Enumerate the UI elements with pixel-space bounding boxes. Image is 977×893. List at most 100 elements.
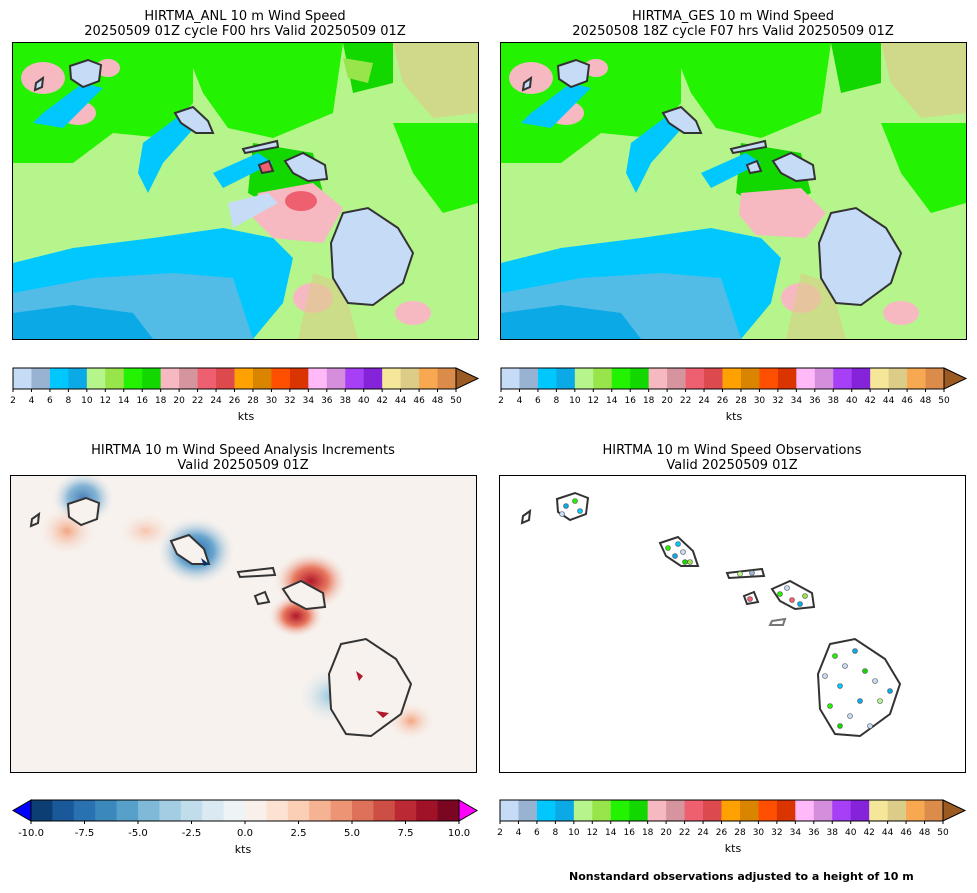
colorbar-swatch (592, 800, 612, 821)
colorbar-tick-label: 0.0 (237, 828, 253, 839)
speed-colorbar-3-svg: 2 4 6 8 10 12 14 16 18 20 22 24 26 28 30 32 34 36 38 40 42 44… (497, 799, 967, 838)
colorbar-swatch (416, 800, 439, 821)
colorbar-swatch (888, 368, 908, 389)
colorbar-swatch (869, 800, 889, 821)
panel-1-title-line1: HIRTMA_ANL 10 m Wind Speed (144, 9, 346, 24)
colorbar-swatch (363, 368, 383, 389)
colorbar-swatch (373, 800, 396, 821)
colorbar-swatch (536, 800, 556, 821)
colorbar-swatch (648, 368, 668, 389)
colorbar-swatch (684, 800, 704, 821)
colorbar-tick-label: 40 (846, 396, 858, 406)
colorbar-tick-label: 38 (828, 396, 840, 406)
speed-colorbar-2-label: kts (725, 410, 743, 423)
colorbar-tick-label: 24 (698, 396, 710, 406)
colorbar-swatch (179, 368, 199, 389)
colorbar-tick-label: 14 (118, 396, 130, 406)
panel-4-title: HIRTMA 10 m Wind Speed Observations Vali… (498, 443, 966, 473)
colorbar-tick-label: -7.5 (75, 828, 95, 839)
colorbar-tick-label: 22 (192, 396, 203, 406)
colorbar-swatch (95, 800, 118, 821)
colorbar-swatch (739, 800, 759, 821)
colorbar-swatch (833, 368, 853, 389)
panel-2-title-line1: HIRTMA_GES 10 m Wind Speed (632, 9, 834, 24)
speed-colorbar-2-svg: 2 4 6 8 10 12 14 16 18 20 22 24 26 28 30 32 34 36 38 40 42 44… (498, 367, 968, 406)
colorbar-swatch (437, 800, 460, 821)
colorbar-swatch (666, 800, 686, 821)
colorbar-swatch (795, 800, 815, 821)
colorbar-tick-label: 26 (717, 396, 729, 406)
increment-map (10, 475, 477, 773)
colorbar-swatch (704, 368, 723, 389)
colorbar-tick-label: 48 (919, 828, 931, 838)
colorbar-swatch (501, 368, 520, 389)
colorbar-swatch (721, 800, 741, 821)
colorbar-tick-label: 4 (29, 396, 35, 406)
speed-colorbar-1-svg: 2 4 6 8 10 12 14 16 18 20 22 24 26 28 30 32 34 36 38 40 42 44… (10, 367, 480, 406)
colorbar-tick-label: 20 (661, 396, 673, 406)
colorbar-swatch (832, 800, 852, 821)
colorbar-swatch (556, 368, 576, 389)
colorbar-tick-label: 8 (553, 828, 559, 838)
colorbar-swatch (500, 800, 519, 821)
colorbar-swatch (287, 800, 310, 821)
colorbar-tick-label: 40 (845, 828, 857, 838)
colorbar-tick-label: 20 (660, 828, 672, 838)
colorbar-tick-label: 44 (395, 396, 407, 406)
colorbar-swatch (629, 800, 649, 821)
colorbar-swatch (906, 800, 926, 821)
colorbar-swatch (49, 368, 69, 389)
colorbar-tick-label: 32 (284, 396, 295, 406)
colorbar-tick-label: 28 (735, 396, 747, 406)
colorbar-swatch (234, 368, 254, 389)
colorbar-swatch (887, 800, 907, 821)
colorbar-swatch (667, 368, 687, 389)
colorbar-tick-label: 10 (81, 396, 93, 406)
colorbar-swatch (180, 800, 203, 821)
colorbar-swatch (850, 800, 870, 821)
colorbar-tick-label: 8 (66, 396, 72, 406)
colorbar-swatch (593, 368, 613, 389)
colorbar-swatch (202, 800, 225, 821)
colorbar-over-arrow (458, 799, 478, 822)
colorbar-swatch (924, 800, 944, 821)
colorbar-tick-label: 16 (136, 396, 148, 406)
colorbar-swatch (52, 800, 75, 821)
colorbar-swatch (223, 800, 246, 821)
colorbar-swatch (870, 368, 890, 389)
colorbar-tick-label: 12 (100, 396, 111, 406)
colorbar-tick-label: 44 (882, 828, 894, 838)
colorbar-swatch (352, 800, 374, 821)
panel-1-title: HIRTMA_ANL 10 m Wind Speed 20250509 01Z … (12, 9, 478, 39)
colorbar-swatch (437, 368, 457, 389)
colorbar-tick-label: 46 (900, 828, 912, 838)
colorbar-tick-label: 18 (642, 828, 654, 838)
colorbar-swatch (419, 368, 439, 389)
increment-colorbar-svg: -10.0 -7.5 -5.0 -2.5 0.0 2.5 5.0 7.5 10.0 (12, 799, 478, 839)
colorbar-tick-label: 18 (643, 396, 655, 406)
colorbar-tick-label: 34 (791, 396, 803, 406)
colorbar-tick-label: 30 (754, 396, 766, 406)
panel-3-title: HIRTMA 10 m Wind Speed Analysis Incremen… (10, 443, 476, 473)
colorbar-tick-label: 12 (588, 396, 599, 406)
colorbar-tick-label: 22 (679, 828, 690, 838)
colorbar-tick-label: 38 (340, 396, 352, 406)
colorbar-swatch (796, 368, 816, 389)
speed-colorbar-3-label: kts (724, 842, 742, 855)
colorbar-tick-label: 46 (901, 396, 913, 406)
colorbar-swatch (160, 368, 180, 389)
panel-2-title: HIRTMA_GES 10 m Wind Speed 20250508 18Z … (500, 9, 966, 39)
colorbar-tick-label: 30 (266, 396, 278, 406)
colorbar-swatch (518, 800, 538, 821)
observations-map (499, 475, 966, 773)
colorbar-tick-label: 48 (432, 396, 444, 406)
colorbar-swatch (345, 368, 365, 389)
colorbar-tick-label: -2.5 (182, 828, 202, 839)
colorbar-tick-label: 30 (753, 828, 765, 838)
colorbar-swatch (159, 800, 182, 821)
colorbar-tick-label: 42 (864, 396, 875, 406)
colorbar-swatch (703, 800, 722, 821)
colorbar-swatch (685, 368, 705, 389)
colorbar-swatch (400, 368, 420, 389)
colorbar-tick-label: 8 (554, 396, 560, 406)
